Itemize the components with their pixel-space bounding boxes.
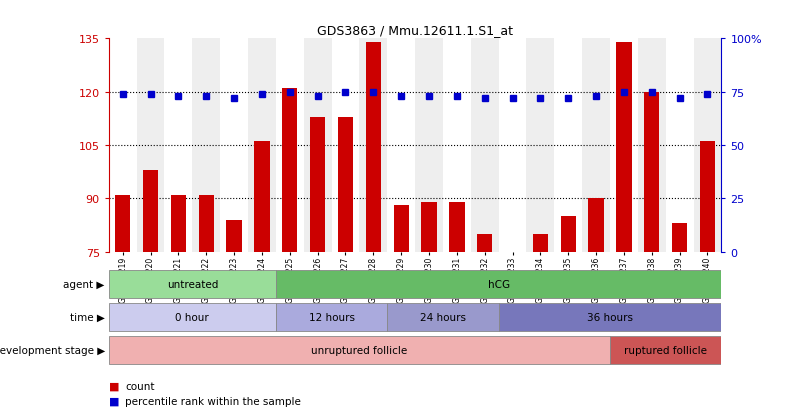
Bar: [276, 39, 304, 252]
Bar: [164, 39, 193, 252]
Bar: [387, 39, 415, 252]
Bar: [700, 142, 715, 252]
Bar: [526, 39, 555, 252]
Bar: [310, 117, 326, 252]
Bar: [582, 39, 610, 252]
Bar: [171, 195, 186, 252]
Text: agent ▶: agent ▶: [64, 279, 105, 289]
Bar: [693, 39, 721, 252]
Text: 0 hour: 0 hour: [176, 312, 210, 322]
Bar: [282, 89, 297, 252]
Text: hCG: hCG: [488, 279, 509, 289]
Bar: [477, 234, 492, 252]
Bar: [443, 39, 471, 252]
Bar: [471, 39, 499, 252]
Bar: [672, 223, 688, 252]
Bar: [561, 216, 575, 252]
Text: untreated: untreated: [167, 279, 218, 289]
Bar: [109, 270, 276, 298]
Bar: [415, 39, 443, 252]
Bar: [198, 195, 214, 252]
Bar: [588, 199, 604, 252]
Bar: [617, 43, 632, 252]
Text: unruptured follicle: unruptured follicle: [311, 345, 408, 355]
Bar: [109, 303, 276, 331]
Bar: [366, 43, 381, 252]
Text: ■: ■: [109, 396, 123, 406]
Bar: [449, 202, 464, 252]
Bar: [610, 39, 638, 252]
Bar: [331, 39, 359, 252]
Bar: [115, 195, 131, 252]
Bar: [393, 206, 409, 252]
Bar: [304, 39, 331, 252]
Bar: [226, 220, 242, 252]
Text: 12 hours: 12 hours: [309, 312, 355, 322]
Bar: [666, 39, 693, 252]
Bar: [109, 39, 137, 252]
Bar: [220, 39, 248, 252]
Bar: [254, 142, 269, 252]
Bar: [248, 39, 276, 252]
Text: 36 hours: 36 hours: [587, 312, 633, 322]
Text: percentile rank within the sample: percentile rank within the sample: [125, 396, 301, 406]
Text: ■: ■: [109, 381, 123, 391]
Text: ruptured follicle: ruptured follicle: [624, 345, 707, 355]
Title: GDS3863 / Mmu.12611.1.S1_at: GDS3863 / Mmu.12611.1.S1_at: [317, 24, 513, 37]
Bar: [338, 117, 353, 252]
Bar: [276, 303, 387, 331]
Bar: [533, 234, 548, 252]
Bar: [422, 202, 437, 252]
Bar: [359, 39, 387, 252]
Bar: [644, 93, 659, 252]
Bar: [610, 336, 721, 364]
Bar: [387, 303, 499, 331]
Text: 24 hours: 24 hours: [420, 312, 466, 322]
Bar: [137, 39, 164, 252]
Bar: [499, 303, 721, 331]
Text: development stage ▶: development stage ▶: [0, 345, 105, 355]
Bar: [109, 336, 610, 364]
Bar: [193, 39, 220, 252]
Bar: [499, 39, 526, 252]
Text: time ▶: time ▶: [70, 312, 105, 322]
Bar: [555, 39, 582, 252]
Text: count: count: [125, 381, 155, 391]
Bar: [143, 171, 158, 252]
Bar: [638, 39, 666, 252]
Bar: [276, 270, 721, 298]
